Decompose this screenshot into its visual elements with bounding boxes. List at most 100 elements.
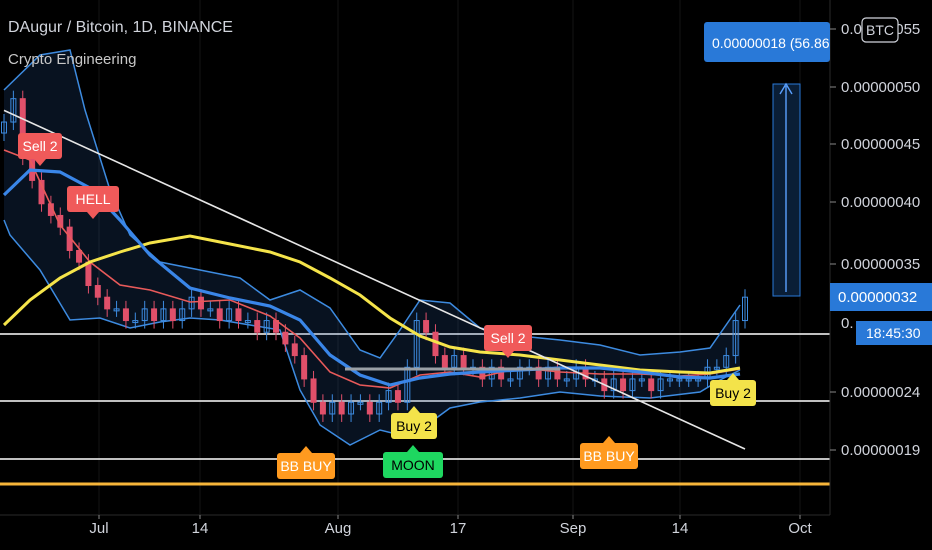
candle xyxy=(94,285,101,298)
signal-box xyxy=(391,413,437,439)
signal-box xyxy=(484,325,532,351)
current-price: 0.00000032 xyxy=(838,289,917,306)
candle xyxy=(563,378,570,382)
y-tick-label: 0.00000040 xyxy=(841,194,920,211)
signal-box xyxy=(383,452,443,478)
candle xyxy=(85,261,92,287)
currency-button-frame xyxy=(861,17,899,43)
bollinger-fill xyxy=(4,50,740,445)
signal-pointer xyxy=(727,373,739,380)
candle xyxy=(254,320,261,333)
candle xyxy=(413,320,420,368)
candle xyxy=(160,308,167,322)
bar-countdown: 18:45:30 xyxy=(866,325,921,341)
signal-pointer xyxy=(603,436,615,443)
candle xyxy=(535,366,542,380)
signal-label-moon: MOON xyxy=(383,445,443,478)
candle xyxy=(713,366,720,370)
candle xyxy=(685,378,692,382)
candle xyxy=(169,308,176,322)
candle xyxy=(1,121,7,134)
signal-text: BB BUY xyxy=(280,458,332,474)
y-tick-label: 0.00000045 xyxy=(841,136,920,153)
x-tick-label: Jul xyxy=(89,520,108,537)
ma-red xyxy=(3,149,741,389)
signal-box xyxy=(580,443,638,469)
candle xyxy=(151,308,158,322)
signal-box xyxy=(18,133,62,159)
current-price-badge xyxy=(830,283,932,311)
signal-text: Buy 2 xyxy=(396,418,432,434)
candle xyxy=(394,390,401,403)
candle xyxy=(310,378,317,403)
candle xyxy=(742,296,748,322)
candle xyxy=(122,308,129,322)
measure-badge-text: 0.00000018 (56.86 xyxy=(712,35,830,51)
candle xyxy=(301,355,308,380)
x-tick-label: Sep xyxy=(560,520,587,537)
candle xyxy=(620,378,627,392)
candle xyxy=(216,308,223,322)
candle xyxy=(638,378,645,382)
candle xyxy=(423,320,430,333)
signal-pointer xyxy=(87,212,99,219)
candle xyxy=(188,296,195,310)
candle xyxy=(226,308,233,322)
candle xyxy=(723,355,730,368)
signal-text: Buy 2 xyxy=(715,385,751,401)
candle xyxy=(348,401,355,415)
countdown-badge xyxy=(856,321,932,345)
y-tick-label: 0. xyxy=(841,315,854,332)
candle xyxy=(263,320,270,333)
signal-pointer xyxy=(407,445,419,452)
candle xyxy=(610,378,617,392)
candle xyxy=(404,366,411,403)
signal-pointer xyxy=(408,406,420,413)
currency-button[interactable]: BTC xyxy=(861,17,899,43)
y-tick-label: 0.00000050 xyxy=(841,79,920,96)
measure-badge xyxy=(704,22,830,62)
candle xyxy=(207,308,214,312)
indicator-name[interactable]: Crypto Engineering xyxy=(8,51,137,68)
x-tick-label: Oct xyxy=(788,520,812,537)
candle xyxy=(648,378,655,392)
y-tick-label: 0.00000024 xyxy=(841,384,920,401)
candle xyxy=(385,390,392,403)
candle xyxy=(366,401,373,415)
x-tick-label: Aug xyxy=(325,520,352,537)
signal-pointer xyxy=(34,159,46,166)
candle xyxy=(732,320,739,357)
signal-text: HELL xyxy=(75,191,110,207)
signal-text: Sell 2 xyxy=(22,138,57,154)
signal-label-buy: Buy 2 xyxy=(710,373,756,406)
candle xyxy=(282,331,289,345)
candle xyxy=(376,401,383,415)
trendline xyxy=(3,109,746,450)
x-tick-label: 17 xyxy=(450,520,467,537)
candle xyxy=(197,296,204,310)
signal-label-sell: Sell 2 xyxy=(484,325,532,358)
candle xyxy=(357,401,364,405)
candle xyxy=(76,249,83,263)
chart-title: DAugur / Bitcoin, 1D, BINANCE xyxy=(8,19,233,36)
candle xyxy=(291,343,298,357)
signal-pointer xyxy=(300,446,312,453)
candle xyxy=(460,355,467,368)
candle xyxy=(141,308,148,322)
candle xyxy=(113,308,120,312)
y-tick-label: 0.00000019 xyxy=(841,442,920,459)
signal-box xyxy=(67,186,119,212)
candle xyxy=(179,308,186,322)
candle xyxy=(10,98,17,123)
signal-pointer xyxy=(502,351,514,358)
projection-arrowhead xyxy=(779,82,793,95)
x-tick-label: 14 xyxy=(192,520,209,537)
signal-label-sell: HELL xyxy=(67,186,119,219)
candle xyxy=(338,401,345,415)
signal-text: Sell 2 xyxy=(490,330,525,346)
signal-label-buy: Buy 2 xyxy=(391,406,437,439)
signal-label-sell: Sell 2 xyxy=(18,133,62,166)
candle xyxy=(441,355,448,368)
currency-button-label: BTC xyxy=(866,22,894,38)
